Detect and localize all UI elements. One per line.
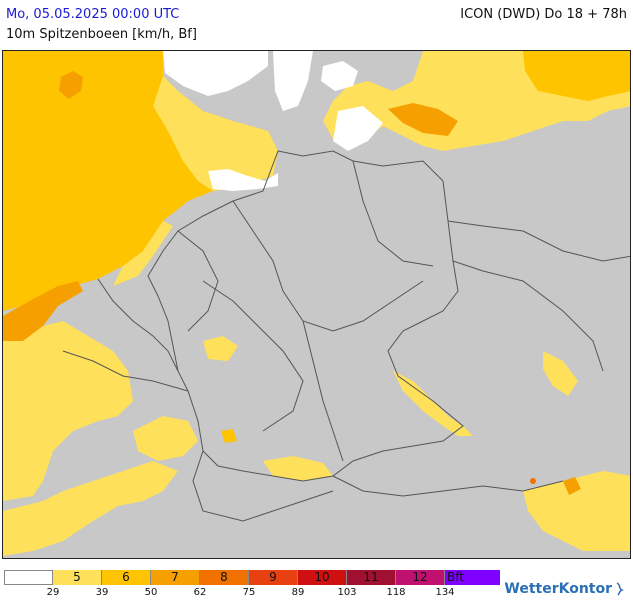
model-run-label: ICON (DWD) Do 18 + 78h: [460, 7, 627, 22]
southeast-gust-area: [543, 351, 578, 396]
vosges-gust-area: [133, 416, 198, 461]
legend-cell-bf8: 8: [200, 570, 249, 585]
austria-border: [332, 475, 564, 497]
threshold-134: 134: [435, 587, 455, 598]
benelux-gust-area: [3, 321, 133, 501]
legend-cell-bf7: 7: [151, 570, 200, 585]
poland-border: [447, 220, 630, 262]
alps-bf8-spot: [530, 478, 536, 484]
legend-cell-bf10: 10: [298, 570, 347, 585]
threshold-103: 103: [337, 587, 357, 598]
legend-thresholds: 29 39 50 62 75 89 103 118 134: [4, 587, 504, 599]
central-gust-spot: [203, 336, 238, 361]
gust-legend: 5 6 7 8 9 10 11 12 Bft: [4, 570, 500, 585]
channel-bf7-patch: [3, 281, 83, 343]
threshold-62: 62: [193, 587, 207, 598]
switzerland-border: [192, 450, 334, 522]
state-border-5: [177, 230, 219, 332]
brand-name: WetterKontor: [504, 581, 612, 597]
parameter-title: 10m Spitzenboeen [km/h, Bf]: [6, 27, 197, 42]
baltic-islands-calm: [321, 61, 358, 91]
threshold-29: 29: [46, 587, 60, 598]
wetterkontor-logo-icon: [616, 582, 624, 596]
state-border-4: [352, 160, 434, 267]
valid-time: Mo, 05.05.2025 00:00 UTC: [6, 7, 180, 22]
threshold-118: 118: [386, 587, 406, 598]
gust-map[interactable]: [2, 50, 631, 559]
legend-cell-bft: Bft: [445, 570, 500, 585]
france-gust-area: [3, 461, 178, 556]
legend-cell-bf11: 11: [347, 570, 396, 585]
denmark-calm-area: [273, 51, 313, 111]
legend-cell-bf12: 12: [396, 570, 445, 585]
north-sea-bf5-coast: [113, 221, 173, 286]
alps-east-gust-area: [523, 471, 630, 551]
threshold-39: 39: [95, 587, 109, 598]
border-lines: [62, 150, 630, 522]
harz-bf6-spot: [221, 429, 237, 443]
state-border-2: [302, 320, 344, 462]
threshold-89: 89: [291, 587, 305, 598]
threshold-50: 50: [144, 587, 158, 598]
baltic-bf7-patch: [388, 103, 458, 136]
czech-border: [452, 260, 604, 372]
legend-cell-bf5: 5: [53, 570, 102, 585]
france-border: [62, 350, 189, 392]
baltic-coast-calm: [333, 106, 383, 151]
legend-cell-bf6: 6: [102, 570, 151, 585]
north-sea-bf7-patch: [59, 71, 83, 99]
bight-calm-area: [208, 169, 278, 191]
legend-cell-bf9: 9: [249, 570, 298, 585]
alps-west-gust-area: [263, 456, 333, 481]
threshold-75: 75: [242, 587, 256, 598]
germany-border: [147, 150, 464, 482]
north-coast-calm-area: [163, 51, 268, 96]
state-border-3: [202, 280, 304, 432]
wetterkontor-logo[interactable]: WetterKontor: [504, 580, 625, 598]
alps-bf7-spot: [563, 477, 581, 495]
legend-cell-below-5: [4, 570, 53, 585]
baltic-bf6-patch: [523, 51, 630, 101]
north-sea-bf5-patch: [153, 76, 278, 191]
netherlands-belgium-border: [97, 278, 179, 372]
